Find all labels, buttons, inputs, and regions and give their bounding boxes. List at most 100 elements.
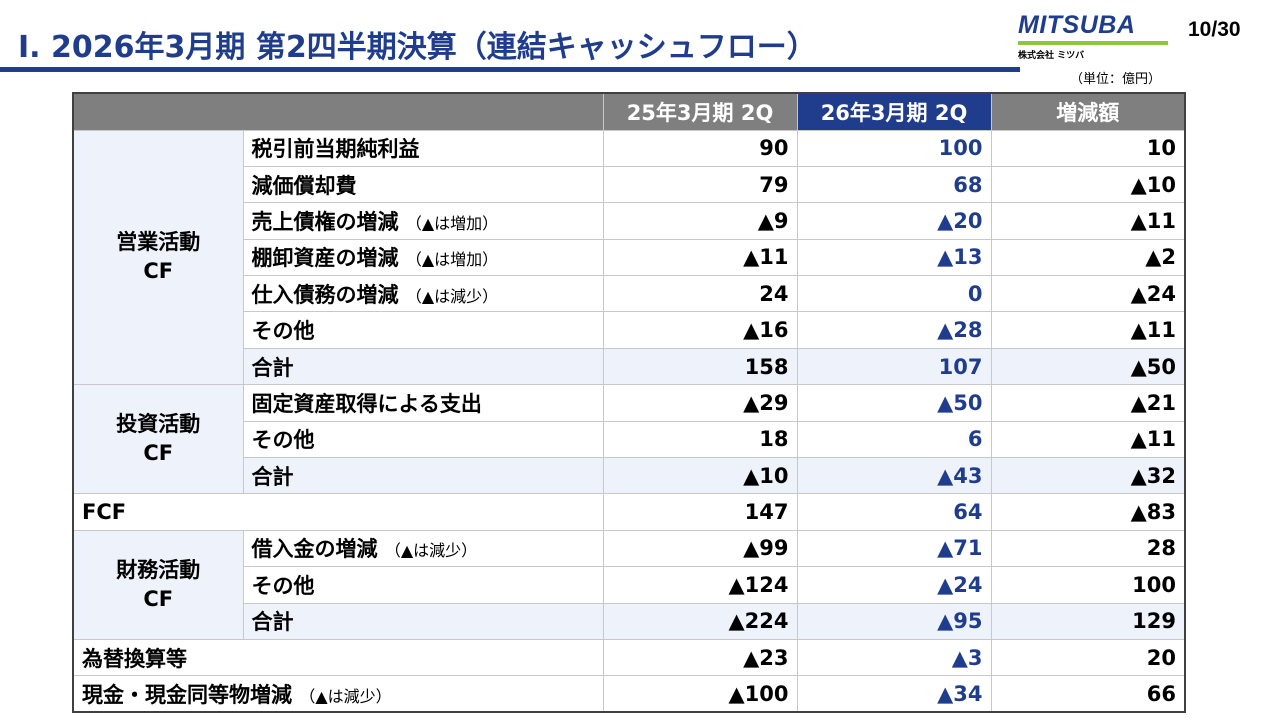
title-underline bbox=[0, 67, 1020, 72]
value-cell: ▲3 bbox=[796, 638, 992, 677]
value-cell: ▲32 bbox=[990, 457, 1186, 495]
table-row: 為替換算等 ▲23 ▲3 20 bbox=[72, 638, 1186, 677]
value-cell: ▲23 bbox=[602, 638, 798, 677]
row-note: （▲は減少） bbox=[299, 686, 392, 706]
value-cell: 107 bbox=[796, 347, 992, 386]
row-note: （▲は増加） bbox=[405, 213, 499, 233]
value-cell: 100 bbox=[990, 566, 1186, 604]
value-cell: ▲224 bbox=[602, 602, 798, 640]
value-cell: 129 bbox=[990, 602, 1186, 640]
value-cell: 28 bbox=[990, 529, 1186, 568]
row-label-cell: その他 bbox=[242, 311, 604, 349]
table-row: 営業活動 CF 税引前当期純利益 90 100 10 bbox=[72, 129, 1186, 386]
value-cell: ▲43 bbox=[796, 457, 992, 495]
column-header-current: 26年3月期 2Q bbox=[796, 92, 992, 131]
row-note: （▲は減少） bbox=[384, 541, 478, 561]
value-cell: ▲24 bbox=[796, 566, 992, 604]
category-label: 投資活動 bbox=[116, 412, 201, 437]
value-cell: 20 bbox=[990, 638, 1186, 677]
value-cell: ▲34 bbox=[796, 675, 992, 713]
table-row: その他 ▲124 ▲24 100 bbox=[73, 566, 1186, 604]
row-label: 税引前当期純利益 bbox=[251, 137, 420, 162]
row-note: （▲は増加） bbox=[405, 250, 499, 270]
total-row: 合計 158 107 ▲50 bbox=[73, 347, 1186, 386]
row-label: 売上債権の増減 bbox=[251, 209, 399, 234]
category-label: CF bbox=[143, 441, 174, 466]
row-label-cell: その他 bbox=[242, 420, 604, 459]
value-cell: ▲29 bbox=[602, 384, 798, 422]
total-row: 合計 ▲10 ▲43 ▲32 bbox=[73, 457, 1186, 495]
value-cell: 24 bbox=[602, 275, 798, 313]
cash-flow-table: 25年3月期 2Q 26年3月期 2Q 増減額 営業活動 CF 税引前当期純利益 90… bbox=[72, 92, 1186, 714]
value-cell: ▲11 bbox=[990, 420, 1186, 459]
header-blank bbox=[72, 92, 604, 131]
row-label-cell: 減価償却費 bbox=[242, 165, 604, 204]
value-cell: 90 bbox=[602, 129, 798, 167]
row-label-cell: 固定資産取得による支出 bbox=[242, 384, 604, 422]
value-cell: 10 bbox=[990, 129, 1186, 167]
row-label: 借入金の増減 bbox=[251, 537, 378, 562]
value-cell: ▲13 bbox=[796, 238, 992, 277]
value-cell: ▲16 bbox=[602, 311, 798, 349]
row-label-cell: 為替換算等 bbox=[72, 638, 604, 677]
value-cell: ▲124 bbox=[602, 566, 798, 604]
row-label: 仕入債務の増減 bbox=[251, 282, 399, 307]
row-label: 合計 bbox=[251, 464, 294, 489]
table-row: 現金・現金同等物増減 （▲は減少） ▲100 ▲34 66 bbox=[72, 675, 1186, 713]
row-label-cell: 合計 bbox=[242, 457, 604, 495]
row-label-cell: 現金・現金同等物増減 （▲は減少） bbox=[72, 675, 604, 713]
table-row: 財務活動 CF 借入金の増減 （▲は減少） ▲99 ▲71 28 bbox=[72, 529, 1186, 640]
row-label: FCF bbox=[82, 500, 127, 525]
row-label: 減価償却費 bbox=[251, 173, 357, 198]
value-cell: 6 bbox=[796, 420, 992, 459]
unit-label: （単位：億円） bbox=[1070, 72, 1162, 87]
value-cell: ▲9 bbox=[602, 202, 798, 240]
row-label: 合計 bbox=[251, 355, 294, 380]
value-cell: 66 bbox=[990, 675, 1186, 713]
value-cell: ▲11 bbox=[602, 238, 798, 277]
row-label: 棚卸資産の増減 bbox=[251, 246, 399, 271]
row-label-cell: その他 bbox=[242, 566, 604, 604]
category-cell: 営業活動 CF bbox=[72, 129, 244, 386]
category-label: 営業活動 bbox=[116, 230, 201, 255]
row-label-cell: 棚卸資産の増減 （▲は増加） bbox=[242, 238, 604, 277]
value-cell: ▲10 bbox=[990, 165, 1186, 204]
value-cell: ▲50 bbox=[990, 347, 1186, 386]
row-label: 固定資産取得による支出 bbox=[251, 391, 482, 416]
row-label: 合計 bbox=[251, 610, 294, 635]
mitsuba-logo: MITSUBA 株式会社 ミツバ bbox=[1018, 12, 1170, 61]
logo-subtitle: 株式会社 ミツバ bbox=[1018, 51, 1085, 61]
logo-wordmark: MITSUBA bbox=[1018, 11, 1136, 39]
row-label: その他 bbox=[251, 428, 315, 453]
column-header-change: 増減額 bbox=[990, 92, 1186, 131]
row-label-cell: 借入金の増減 （▲は減少） bbox=[242, 529, 604, 568]
value-cell: ▲50 bbox=[796, 384, 992, 422]
value-cell: ▲2 bbox=[990, 238, 1186, 277]
value-cell: ▲100 bbox=[602, 675, 798, 713]
value-cell: ▲83 bbox=[990, 493, 1186, 531]
category-label: 財務活動 bbox=[116, 557, 201, 582]
value-cell: 68 bbox=[796, 165, 992, 204]
row-label: 為替換算等 bbox=[82, 646, 187, 671]
category-label: CF bbox=[143, 259, 174, 284]
table-row: 仕入債務の増減 （▲は減少） 24 0 ▲24 bbox=[73, 275, 1186, 313]
value-cell: ▲24 bbox=[990, 275, 1186, 313]
value-cell: ▲21 bbox=[990, 384, 1186, 422]
row-label-cell: 売上債権の増減 （▲は増加） bbox=[242, 202, 604, 240]
row-label: 現金・現金同等物増減 bbox=[82, 682, 292, 707]
row-label: その他 bbox=[251, 319, 315, 344]
value-cell: ▲28 bbox=[796, 311, 992, 349]
page-title: Ⅰ. 2026年3月期 第2四半期決算（連結キャッシュフロー） bbox=[18, 30, 817, 65]
value-cell: ▲11 bbox=[990, 202, 1186, 240]
value-cell: 64 bbox=[796, 493, 992, 531]
table-row: FCF 147 64 ▲83 bbox=[72, 493, 1186, 531]
page-number: 10/30 bbox=[1188, 18, 1241, 41]
row-label-cell: 税引前当期純利益 bbox=[242, 129, 604, 167]
table-row: 投資活動 CF 固定資産取得による支出 ▲29 ▲50 ▲21 bbox=[72, 384, 1186, 495]
table-row: その他 ▲16 ▲28 ▲11 bbox=[73, 311, 1186, 349]
value-cell: 147 bbox=[602, 493, 798, 531]
row-label-cell: 仕入債務の増減 （▲は減少） bbox=[242, 275, 604, 313]
row-note: （▲は減少） bbox=[405, 286, 499, 306]
category-cell: 財務活動 CF bbox=[72, 529, 244, 640]
row-label: その他 bbox=[251, 573, 315, 598]
